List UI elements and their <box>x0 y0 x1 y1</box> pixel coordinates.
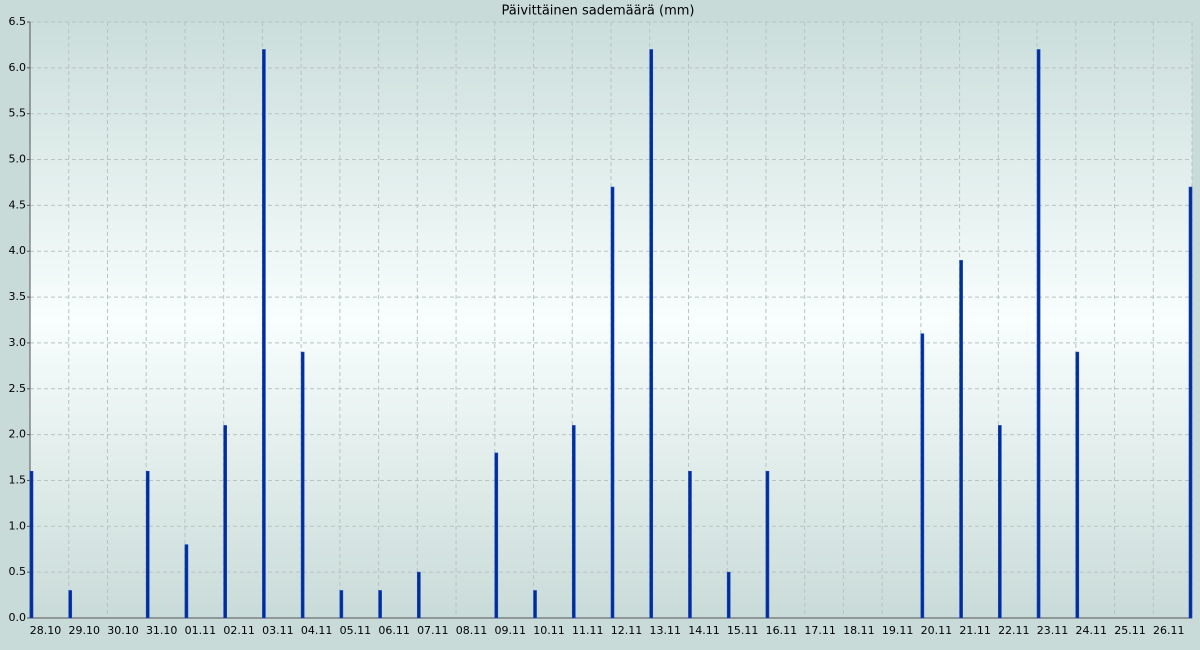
x-tick-label: 15.11 <box>727 624 759 637</box>
x-tick-label: 24.11 <box>1076 624 1108 637</box>
x-tick-label: 22.11 <box>998 624 1030 637</box>
bar <box>688 470 692 619</box>
bar <box>649 49 654 619</box>
bar <box>262 49 266 619</box>
bar <box>920 333 925 619</box>
x-tick-label: 19.11 <box>882 624 914 637</box>
y-tick-label: 4.0 <box>9 244 27 257</box>
y-tick-label: 2.0 <box>9 428 27 441</box>
bar <box>533 590 537 619</box>
bar <box>998 425 1002 619</box>
x-tick-label: 17.11 <box>804 624 836 637</box>
x-tick-label: 02.11 <box>223 624 255 637</box>
x-tick-label: 13.11 <box>649 624 681 637</box>
y-tick-label: 6.0 <box>9 61 27 74</box>
y-tick-label: 0.0 <box>9 611 27 624</box>
x-tick-label: 10.11 <box>533 624 565 637</box>
bar <box>378 590 382 619</box>
x-tick-label: 16.11 <box>766 624 798 637</box>
bar <box>68 590 73 619</box>
y-tick-label: 4.5 <box>9 198 27 211</box>
x-tick-label: 23.11 <box>1037 624 1069 637</box>
bar <box>726 571 731 619</box>
y-tick-label: 5.5 <box>9 107 27 120</box>
chart-title: Päivittäinen sademäärä (mm) <box>501 4 694 19</box>
x-tick-label: 30.10 <box>107 624 139 637</box>
bar <box>571 425 576 619</box>
x-tick-label: 29.10 <box>68 624 100 637</box>
bar <box>765 470 770 619</box>
bar <box>494 452 499 619</box>
x-tick-label: 18.11 <box>843 624 875 637</box>
x-tick-label: 09.11 <box>495 624 527 637</box>
y-tick-label: 1.0 <box>9 519 27 532</box>
y-tick-label: 6.5 <box>9 15 27 28</box>
bar <box>1188 186 1193 619</box>
x-tick-label: 01.11 <box>185 624 217 637</box>
x-tick-label: 05.11 <box>340 624 372 637</box>
x-tick-label: 31.10 <box>146 624 178 637</box>
x-tick-label: 12.11 <box>611 624 643 637</box>
x-tick-label: 28.10 <box>30 624 62 637</box>
y-tick-label: 0.5 <box>9 565 27 578</box>
y-tick-label: 3.5 <box>9 290 27 303</box>
x-tick-label: 11.11 <box>572 624 604 637</box>
x-tick-label: 08.11 <box>456 624 488 637</box>
y-tick-label: 3.0 <box>9 336 27 349</box>
bar <box>223 425 227 619</box>
bar <box>1036 49 1041 619</box>
bar <box>29 470 34 619</box>
x-tick-label: 14.11 <box>688 624 720 637</box>
x-tick-label: 21.11 <box>959 624 991 637</box>
y-tick-label: 2.5 <box>9 382 27 395</box>
y-tick-label: 1.5 <box>9 473 27 486</box>
x-tick-label: 26.11 <box>1153 624 1185 637</box>
bar <box>417 571 421 619</box>
bar <box>300 351 305 619</box>
bar <box>184 544 189 619</box>
bar <box>610 186 615 619</box>
x-tick-label: 07.11 <box>417 624 449 637</box>
bar <box>1075 351 1080 619</box>
x-tick-label: 20.11 <box>921 624 953 637</box>
bar <box>145 470 150 619</box>
y-tick-label: 5.0 <box>9 153 27 166</box>
x-tick-label: 25.11 <box>1114 624 1146 637</box>
bar <box>339 590 344 619</box>
x-tick-label: 04.11 <box>301 624 333 637</box>
x-tick-label: 03.11 <box>262 624 294 637</box>
x-tick-label: 06.11 <box>378 624 410 637</box>
bar <box>959 260 963 619</box>
